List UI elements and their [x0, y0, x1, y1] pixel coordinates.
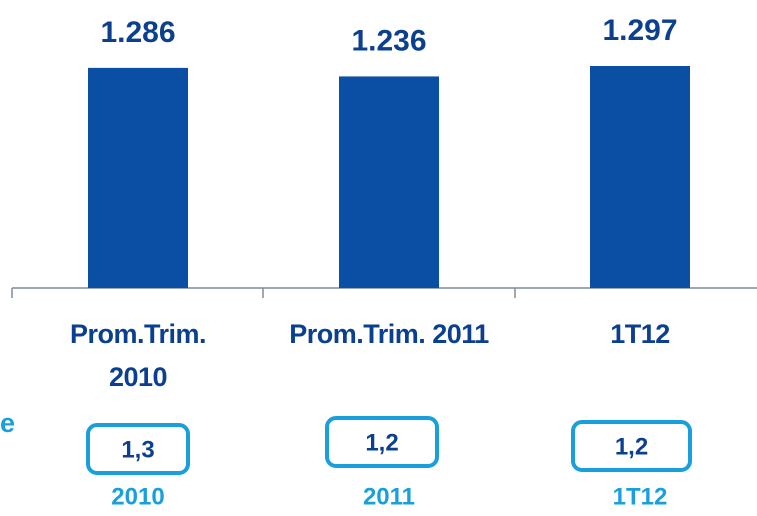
x-tick-label: Prom.Trim. 2011	[289, 319, 489, 349]
box-label: 1,2	[365, 429, 398, 456]
bar	[590, 66, 690, 288]
value-label: 1.236	[351, 24, 426, 57]
box-label: 1,2	[615, 433, 648, 460]
value-box	[86, 423, 190, 475]
value-label: 1.286	[100, 16, 175, 49]
bar	[88, 67, 188, 288]
x-tick-label: 1T12	[610, 319, 670, 349]
value-box	[325, 416, 439, 468]
box-caption: 2010	[111, 483, 164, 510]
bar	[339, 76, 439, 289]
box-caption: 2011	[363, 483, 415, 510]
box-label: 1,3	[121, 436, 154, 463]
value-label: 1.297	[602, 14, 677, 47]
box-caption: 1T12	[613, 483, 668, 510]
value-box	[571, 420, 692, 472]
annotation: e	[0, 408, 15, 438]
x-tick-label: Prom.Trim. 2010	[69, 319, 207, 392]
